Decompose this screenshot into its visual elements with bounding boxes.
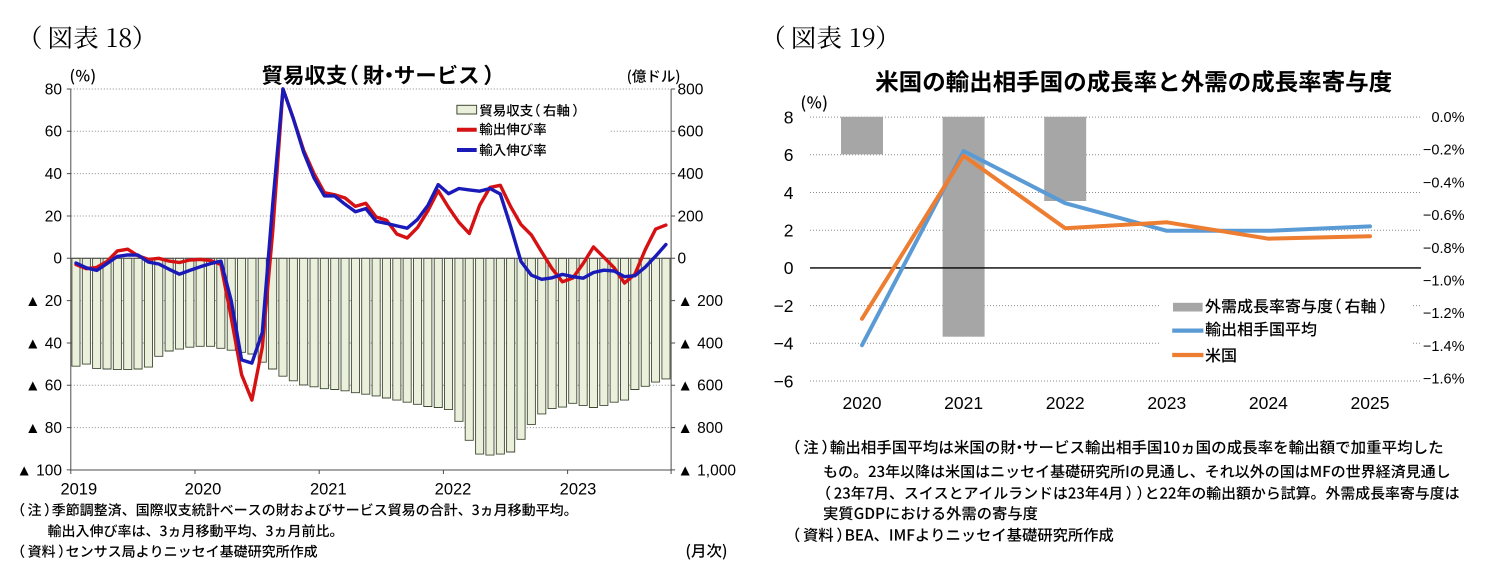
svg-text:−1.4%: −1.4%: [1423, 339, 1465, 355]
svg-text:4: 4: [784, 183, 794, 203]
svg-text:400: 400: [678, 166, 704, 183]
svg-text:2021: 2021: [944, 393, 983, 413]
svg-text:2020: 2020: [843, 393, 882, 413]
svg-text:2022: 2022: [435, 481, 472, 499]
svg-text:▲ 800: ▲ 800: [678, 420, 724, 437]
svg-text:2023: 2023: [560, 481, 597, 499]
svg-text:2023: 2023: [1147, 393, 1186, 413]
svg-text:2020: 2020: [185, 481, 222, 499]
svg-text:20: 20: [45, 208, 63, 225]
svg-text:2021: 2021: [310, 481, 347, 499]
svg-text:0: 0: [784, 258, 794, 278]
svg-text:−0.2%: −0.2%: [1423, 143, 1465, 159]
svg-text:2024: 2024: [1249, 393, 1288, 413]
svg-text:▲ 40: ▲ 40: [25, 335, 62, 352]
svg-text:8: 8: [784, 107, 794, 127]
svg-text:▲ 1,000: ▲ 1,000: [678, 462, 737, 479]
svg-text:0: 0: [53, 251, 62, 268]
svg-text:−0.6%: −0.6%: [1423, 208, 1465, 224]
svg-text:▲ 20: ▲ 20: [25, 293, 62, 310]
svg-text:▲ 60: ▲ 60: [25, 378, 62, 395]
svg-text:2025: 2025: [1351, 393, 1390, 413]
svg-text:800: 800: [678, 81, 704, 98]
svg-text:−2: −2: [774, 296, 794, 316]
svg-text:▲ 200: ▲ 200: [678, 293, 724, 310]
svg-text:6: 6: [784, 145, 794, 165]
svg-text:0.0%: 0.0%: [1431, 110, 1464, 126]
svg-text:600: 600: [678, 124, 704, 141]
svg-text:2022: 2022: [1046, 393, 1085, 413]
svg-text:−1.0%: −1.0%: [1423, 274, 1465, 290]
svg-text:2019: 2019: [60, 481, 97, 499]
svg-text:−1.6%: −1.6%: [1423, 372, 1465, 388]
svg-text:−6: −6: [774, 371, 794, 391]
svg-text:−4: −4: [774, 334, 794, 354]
svg-text:▲ 400: ▲ 400: [678, 335, 724, 352]
svg-text:▲ 100: ▲ 100: [16, 462, 62, 479]
svg-text:−1.2%: −1.2%: [1423, 306, 1465, 322]
svg-text:60: 60: [45, 124, 63, 141]
svg-text:80: 80: [45, 81, 63, 98]
svg-text:40: 40: [45, 166, 63, 183]
svg-text:▲ 600: ▲ 600: [678, 378, 724, 395]
svg-text:200: 200: [678, 208, 704, 225]
svg-text:2: 2: [784, 221, 794, 241]
svg-text:▲ 80: ▲ 80: [25, 420, 62, 437]
svg-text:−0.4%: −0.4%: [1423, 175, 1465, 191]
svg-text:−0.8%: −0.8%: [1423, 241, 1465, 257]
svg-text:0: 0: [678, 251, 687, 268]
